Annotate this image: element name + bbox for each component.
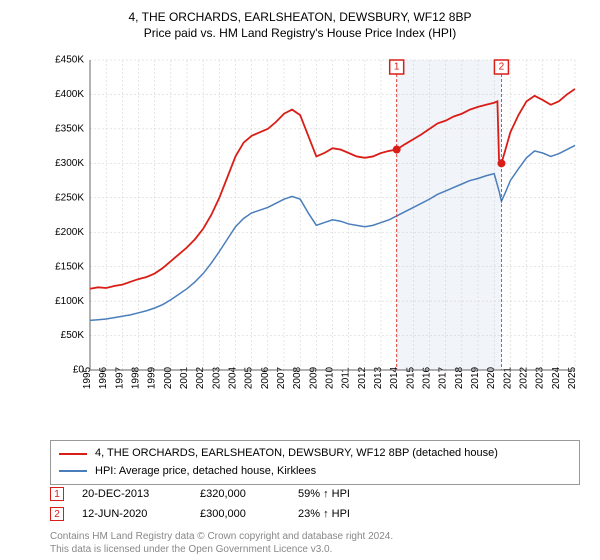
legend-label: HPI: Average price, detached house, Kirk… bbox=[95, 463, 316, 481]
svg-text:2: 2 bbox=[499, 62, 505, 73]
legend-swatch bbox=[59, 453, 87, 455]
footer-attribution: Contains HM Land Registry data © Crown c… bbox=[50, 530, 393, 556]
sale-hpi: 23% ↑ HPI bbox=[298, 508, 388, 520]
sale-point-1 bbox=[393, 146, 401, 154]
legend: 4, THE ORCHARDS, EARLSHEATON, DEWSBURY, … bbox=[50, 440, 580, 485]
svg-text:£50K: £50K bbox=[61, 330, 85, 341]
footer-line2: This data is licensed under the Open Gov… bbox=[50, 543, 393, 556]
svg-text:£400K: £400K bbox=[55, 89, 84, 100]
chart-title-line2: Price paid vs. HM Land Registry's House … bbox=[0, 26, 600, 40]
sales-table: 1 20-DEC-2013 £320,000 59% ↑ HPI 2 12-JUN-202… bbox=[50, 484, 580, 524]
sale-row-2: 2 12-JUN-2020 £300,000 23% ↑ HPI bbox=[50, 504, 580, 524]
footer-line1: Contains HM Land Registry data © Crown c… bbox=[50, 530, 393, 543]
svg-text:£100K: £100K bbox=[55, 296, 84, 307]
sale-row-1: 1 20-DEC-2013 £320,000 59% ↑ HPI bbox=[50, 484, 580, 504]
sale-point-2 bbox=[497, 159, 505, 167]
sale-date: 12-JUN-2020 bbox=[82, 508, 182, 520]
chart-area: £0£50K£100K£150K£200K£250K£300K£350K£400… bbox=[50, 55, 580, 420]
sale-hpi: 59% ↑ HPI bbox=[298, 488, 388, 500]
sale-marker-icon: 1 bbox=[50, 487, 64, 501]
sale-price: £320,000 bbox=[200, 488, 280, 500]
legend-row-0: 4, THE ORCHARDS, EARLSHEATON, DEWSBURY, … bbox=[59, 445, 571, 463]
chart-title-line1: 4, THE ORCHARDS, EARLSHEATON, DEWSBURY, … bbox=[0, 10, 600, 24]
sale-date: 20-DEC-2013 bbox=[82, 488, 182, 500]
line-chart-svg: £0£50K£100K£150K£200K£250K£300K£350K£400… bbox=[50, 55, 580, 420]
svg-text:1: 1 bbox=[394, 62, 400, 73]
svg-text:£200K: £200K bbox=[55, 227, 84, 238]
legend-swatch bbox=[59, 470, 87, 472]
svg-text:£350K: £350K bbox=[55, 124, 84, 135]
legend-label: 4, THE ORCHARDS, EARLSHEATON, DEWSBURY, … bbox=[95, 445, 498, 463]
svg-text:£250K: £250K bbox=[55, 192, 84, 203]
svg-text:£450K: £450K bbox=[55, 55, 84, 66]
legend-row-1: HPI: Average price, detached house, Kirk… bbox=[59, 463, 571, 481]
svg-text:£300K: £300K bbox=[55, 158, 84, 169]
sale-marker-icon: 2 bbox=[50, 507, 64, 521]
svg-text:£150K: £150K bbox=[55, 261, 84, 272]
sale-price: £300,000 bbox=[200, 508, 280, 520]
